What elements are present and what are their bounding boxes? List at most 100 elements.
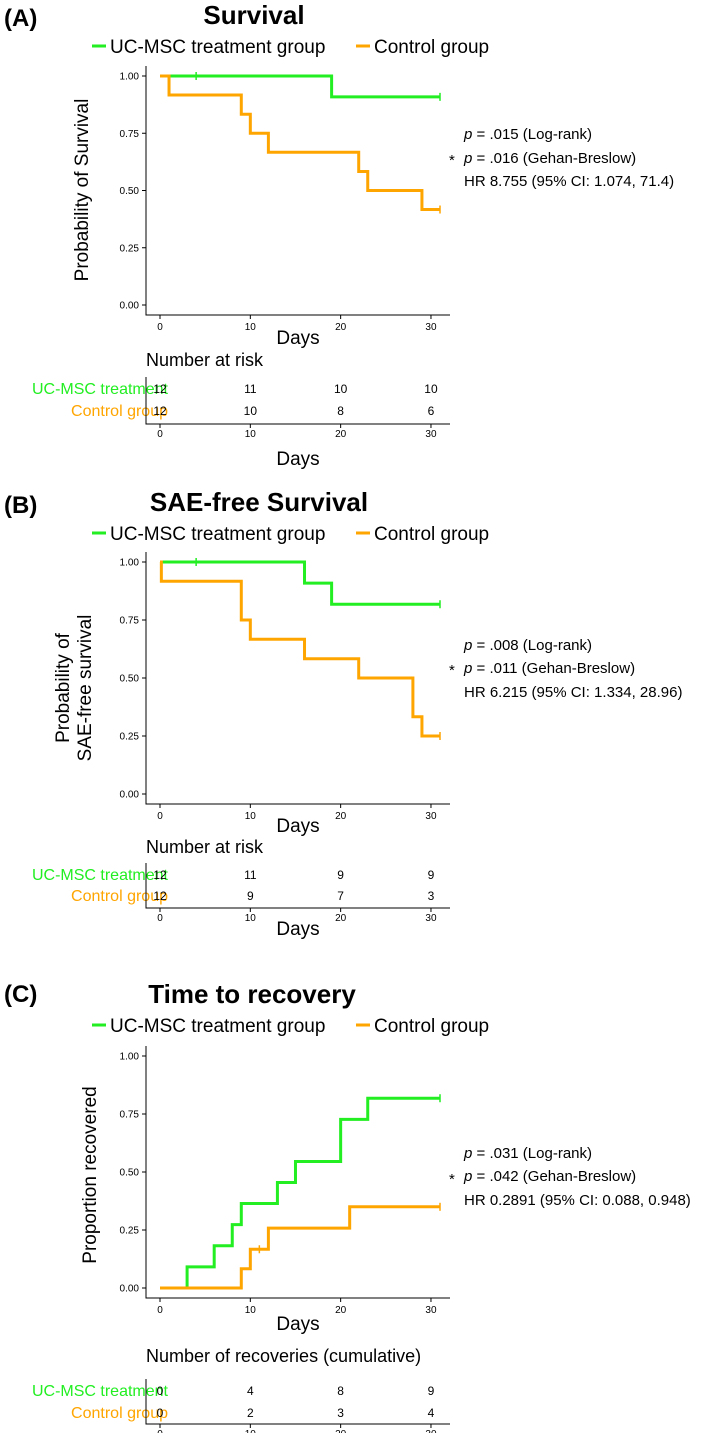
y-tick-label: 0.00 <box>120 1284 140 1295</box>
y-axis-label-line: Proportion recovered <box>80 1086 101 1263</box>
x-tick-label: 30 <box>425 1305 437 1316</box>
risk-value: 8 <box>337 1384 344 1398</box>
series-line-control <box>160 1205 440 1290</box>
stat-value: HR 8.755 (95% CI: 1.074, 71.4) <box>464 173 674 190</box>
stat-value: = .016 (Gehan-Breslow) <box>472 150 636 167</box>
stat-line: p = .016 (Gehan-Breslow) <box>463 150 636 167</box>
stat-line: HR 8.755 (95% CI: 1.074, 71.4) <box>464 173 674 190</box>
series-line-control <box>160 74 440 212</box>
significance-marker: * <box>449 1171 455 1188</box>
risk-table-title: Number at risk <box>146 837 264 857</box>
legend: UC-MSC treatment group Control group <box>92 1016 489 1037</box>
stat-p-symbol: p <box>463 637 472 654</box>
chart-panel-2: (B) SAE-free Survival UC-MSC treatment gro… <box>4 487 682 940</box>
risk-value: 9 <box>428 1384 435 1398</box>
x-tick-label: 0 <box>157 322 163 333</box>
stat-p-symbol: p <box>463 1145 472 1162</box>
stat-value: = .008 (Log-rank) <box>472 637 592 654</box>
risk-x-tick-label: 10 <box>245 1429 257 1433</box>
y-axis-label: Probability ofSAE-free survival <box>53 615 96 762</box>
x-tick-label: 20 <box>335 322 347 333</box>
stat-value: = .011 (Gehan-Breslow) <box>472 660 635 677</box>
legend: UC-MSC treatment group Control group <box>92 524 489 545</box>
x-axis-label: Days <box>276 816 319 837</box>
risk-row-label: Control group <box>71 1405 168 1422</box>
risk-value: 10 <box>334 382 348 396</box>
risk-value: 4 <box>428 1406 435 1420</box>
y-tick-label: 0.00 <box>120 790 140 801</box>
risk-value: 12 <box>153 889 167 903</box>
stat-line: p = .008 (Log-rank) <box>463 637 592 654</box>
risk-table-axes <box>145 863 450 909</box>
risk-value: 3 <box>428 889 435 903</box>
significance-marker: * <box>449 152 455 169</box>
risk-row-label: Control group <box>71 403 168 420</box>
legend-entry: UC-MSC treatment group <box>110 524 325 545</box>
x-tick-label: 0 <box>157 811 163 822</box>
risk-row-label: UC-MSC treatment <box>32 1383 169 1400</box>
risk-x-tick-label: 30 <box>425 913 437 924</box>
series-line-treatment <box>160 1096 440 1290</box>
risk-x-axis-label: Days <box>276 919 319 940</box>
risk-table: Number of recoveries (cumulative) UC-MSC … <box>32 1346 450 1433</box>
risk-value: 7 <box>337 889 344 903</box>
x-axis-label: Days <box>276 1314 319 1335</box>
risk-value: 11 <box>244 382 257 396</box>
risk-value: 4 <box>247 1384 254 1398</box>
y-tick-label: 0.50 <box>120 1168 140 1179</box>
y-axis-label: Probability of Survival <box>72 99 93 282</box>
x-tick-label: 10 <box>245 322 257 333</box>
legend-entry: Control group <box>374 524 489 545</box>
chart-panel-1: (A) Survival UC-MSC treatment group Control… <box>4 0 674 470</box>
risk-table-axes <box>145 377 450 425</box>
risk-table-title: Number at risk <box>146 350 264 370</box>
stat-line: p = .011 (Gehan-Breslow) <box>463 660 635 677</box>
stat-value: HR 0.2891 (95% CI: 0.088, 0.948) <box>464 1192 691 1209</box>
chart-title: Time to recovery <box>148 979 356 1009</box>
risk-x-tick-label: 20 <box>335 1429 347 1433</box>
y-tick-label: 0.75 <box>120 616 140 627</box>
risk-x-tick-label: 0 <box>157 1429 163 1433</box>
x-tick-label: 10 <box>245 811 257 822</box>
risk-x-tick-label: 0 <box>157 429 163 440</box>
series-line-treatment <box>160 74 440 99</box>
y-tick-label: 0.75 <box>120 129 140 140</box>
risk-row-label: UC-MSC treatment <box>32 867 169 884</box>
statistics-annotation: p = .008 (Log-rank)p = .011 (Gehan-Bresl… <box>449 637 682 701</box>
y-tick-label: 1.00 <box>120 558 140 569</box>
stat-value: HR 6.215 (95% CI: 1.334, 28.96) <box>464 684 682 701</box>
risk-x-tick-label: 0 <box>157 913 163 924</box>
y-tick-label: 0.50 <box>120 674 140 685</box>
risk-value: 10 <box>424 382 438 396</box>
panel-label: (C) <box>4 981 37 1008</box>
chart-panel-3: (C) Time to recovery UC-MSC treatment grou… <box>4 979 691 1433</box>
plot-axes <box>145 1046 450 1299</box>
y-tick-label: 0.75 <box>120 1110 140 1121</box>
risk-value: 9 <box>337 868 344 882</box>
x-tick-label: 20 <box>335 1305 347 1316</box>
risk-value: 12 <box>153 868 167 882</box>
series-line-treatment <box>160 560 440 606</box>
risk-value: 0 <box>157 1384 164 1398</box>
risk-value: 10 <box>244 404 258 418</box>
stat-p-symbol: p <box>463 126 472 143</box>
risk-value: 12 <box>153 382 167 396</box>
risk-value: 3 <box>337 1406 344 1420</box>
x-tick-label: 10 <box>245 1305 257 1316</box>
panel-label: (A) <box>4 5 37 32</box>
legend-entry: Control group <box>374 37 489 58</box>
y-axis-label-line: Probability of Survival <box>72 99 93 282</box>
statistics-annotation: p = .015 (Log-rank)p = .016 (Gehan-Bresl… <box>449 126 674 190</box>
risk-x-tick-label: 10 <box>245 429 257 440</box>
y-axis-label-line: SAE-free survival <box>75 615 96 762</box>
y-tick-label: 0.00 <box>120 301 140 312</box>
plot-axes <box>145 66 450 316</box>
risk-value: 0 <box>157 1406 164 1420</box>
stat-line: p = .031 (Log-rank) <box>463 1145 592 1162</box>
risk-x-tick-label: 30 <box>425 1429 437 1433</box>
legend-entry: UC-MSC treatment group <box>110 37 325 58</box>
risk-value: 9 <box>428 868 435 882</box>
series-line-control <box>159 560 440 738</box>
y-axis-label: Proportion recovered <box>80 1086 101 1263</box>
